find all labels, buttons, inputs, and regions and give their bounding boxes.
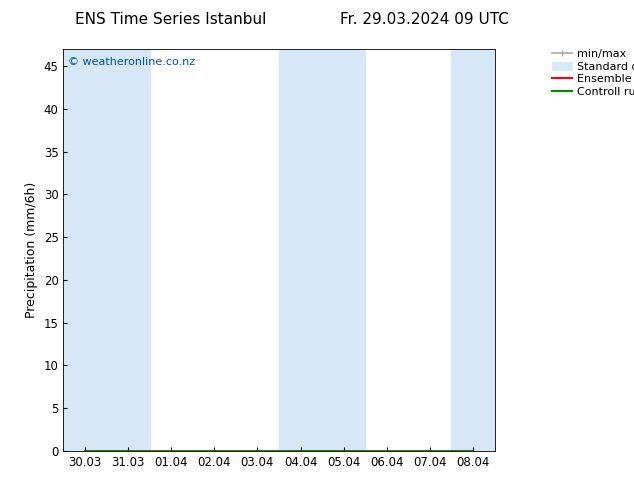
Bar <box>63 49 150 451</box>
Text: Fr. 29.03.2024 09 UTC: Fr. 29.03.2024 09 UTC <box>340 12 509 27</box>
Bar <box>279 49 365 451</box>
Text: © weatheronline.co.nz: © weatheronline.co.nz <box>68 57 195 67</box>
Bar <box>451 49 495 451</box>
Legend: min/max, Standard deviation, Ensemble mean run, Controll run: min/max, Standard deviation, Ensemble me… <box>549 47 634 99</box>
Y-axis label: Precipitation (mm/6h): Precipitation (mm/6h) <box>25 182 38 318</box>
Text: ENS Time Series Istanbul: ENS Time Series Istanbul <box>75 12 267 27</box>
